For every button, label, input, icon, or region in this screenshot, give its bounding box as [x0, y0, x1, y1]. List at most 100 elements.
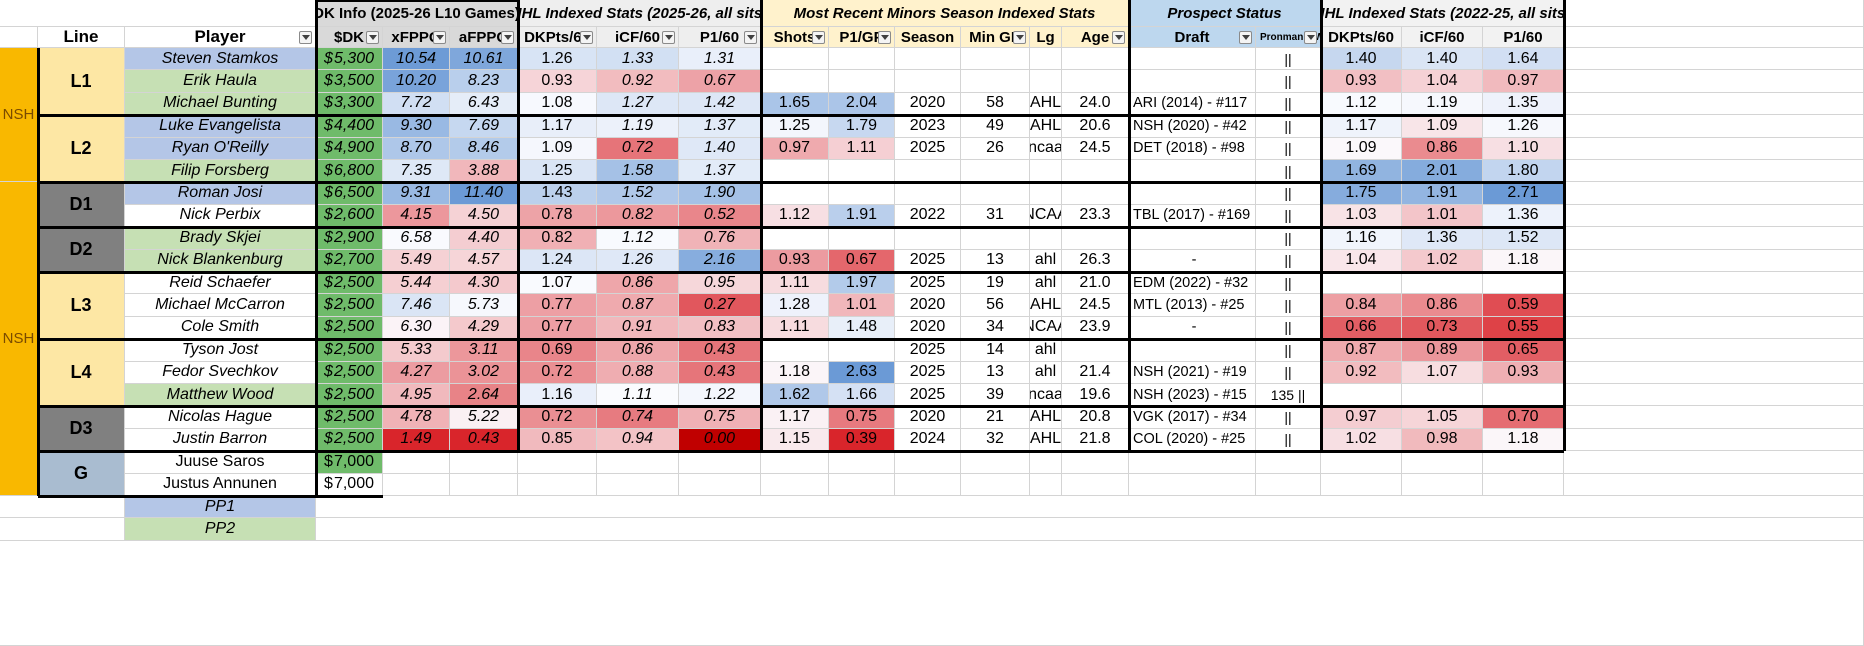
cell-h_dkpts60[interactable] — [1321, 384, 1402, 407]
cell-dkpts60[interactable]: 0.78 — [518, 204, 597, 228]
cell-lg[interactable]: ncaa — [1030, 137, 1062, 160]
cell-age[interactable] — [1062, 339, 1129, 362]
dk-salary[interactable]: $6,500 — [316, 182, 383, 205]
cell-p1gp[interactable]: 1.11 — [829, 137, 895, 160]
cell-shots[interactable] — [761, 339, 829, 362]
cell-h_p160[interactable] — [1483, 451, 1564, 474]
cell-pronman[interactable]: || — [1256, 204, 1321, 228]
cell-shots[interactable]: 1.25 — [761, 115, 829, 138]
cell-season[interactable] — [895, 227, 961, 250]
cell-p1gp[interactable] — [829, 227, 895, 250]
cell-xfppg[interactable]: 4.78 — [383, 406, 450, 429]
cell-p160[interactable]: 0.83 — [679, 316, 761, 340]
cell-season[interactable] — [895, 48, 961, 71]
cell-h_dkpts60[interactable]: 1.17 — [1321, 115, 1402, 138]
cell-season[interactable]: 2020 — [895, 406, 961, 429]
cell-age[interactable]: 23.3 — [1062, 204, 1129, 228]
cell-h_dkpts60[interactable]: 1.04 — [1321, 249, 1402, 272]
cell-season[interactable] — [895, 160, 961, 183]
column-header-afppg[interactable]: aFPPG — [450, 27, 518, 48]
player-name[interactable]: Juuse Saros — [125, 451, 316, 474]
cell-dkpts60[interactable]: 0.82 — [518, 227, 597, 250]
draft-filter-dropdown[interactable] — [1239, 31, 1252, 44]
cell-pronman[interactable]: || — [1256, 115, 1321, 138]
cell-afppg[interactable]: 4.30 — [450, 272, 518, 295]
cell-h_p160[interactable]: 2.71 — [1483, 182, 1564, 205]
cell-lg[interactable]: ahl — [1030, 339, 1062, 362]
cell-lg[interactable]: AHL — [1030, 406, 1062, 429]
cell-lg[interactable] — [1030, 473, 1062, 496]
cell-h_p160[interactable]: 0.70 — [1483, 406, 1564, 429]
cell-afppg[interactable]: 3.02 — [450, 361, 518, 384]
cell-p160[interactable] — [679, 473, 761, 496]
cell-p160[interactable]: 0.43 — [679, 361, 761, 384]
cell-dkpts60[interactable]: 1.08 — [518, 92, 597, 116]
cell-dkpts60[interactable]: 0.69 — [518, 339, 597, 362]
cell-h_dkpts60[interactable]: 1.69 — [1321, 160, 1402, 183]
age-filter-dropdown[interactable] — [1112, 31, 1125, 44]
cell-h_p160[interactable]: 1.80 — [1483, 160, 1564, 183]
player-name[interactable]: Tyson Jost — [125, 339, 316, 362]
cell-icf60[interactable]: 0.91 — [597, 316, 679, 340]
cell-h_icf60[interactable] — [1402, 473, 1483, 496]
cell-shots[interactable]: 1.28 — [761, 294, 829, 317]
dkpts60-filter-dropdown[interactable] — [580, 31, 593, 44]
cell-xfppg[interactable]: 8.70 — [383, 137, 450, 160]
cell-mingp[interactable] — [961, 227, 1030, 250]
cell-afppg[interactable]: 7.69 — [450, 115, 518, 138]
cell-xfppg[interactable]: 1.49 — [383, 428, 450, 452]
cell-xfppg[interactable]: 6.30 — [383, 316, 450, 340]
cell-h_p160[interactable] — [1483, 384, 1564, 407]
cell-p1gp[interactable]: 1.66 — [829, 384, 895, 407]
cell-mingp[interactable]: 21 — [961, 406, 1030, 429]
cell-draft[interactable]: EDM (2022) - #32 — [1129, 272, 1256, 295]
cell-p160[interactable]: 1.40 — [679, 137, 761, 160]
cell-lg[interactable]: NCAA — [1030, 316, 1062, 340]
cell-h_icf60[interactable] — [1402, 384, 1483, 407]
player-name[interactable]: Justus Annunen — [125, 473, 316, 496]
cell-draft[interactable]: NSH (2020) - #42 — [1129, 115, 1256, 138]
cell-age[interactable]: 26.3 — [1062, 249, 1129, 272]
cell-p1gp[interactable]: 1.79 — [829, 115, 895, 138]
cell-age[interactable]: 24.5 — [1062, 137, 1129, 160]
cell-draft[interactable] — [1129, 473, 1256, 496]
cell-xfppg[interactable]: 7.46 — [383, 294, 450, 317]
cell-pronman[interactable]: || — [1256, 160, 1321, 183]
dk-salary[interactable]: $2,500 — [316, 339, 383, 362]
cell-xfppg[interactable]: 10.54 — [383, 48, 450, 71]
cell-h_p160[interactable]: 1.52 — [1483, 227, 1564, 250]
cell-mingp[interactable]: 31 — [961, 204, 1030, 228]
cell-p160[interactable]: 1.22 — [679, 384, 761, 407]
cell-icf60[interactable]: 0.82 — [597, 204, 679, 228]
cell-mingp[interactable]: 19 — [961, 272, 1030, 295]
cell-season[interactable]: 2025 — [895, 272, 961, 295]
cell-dkpts60[interactable] — [518, 473, 597, 496]
cell-draft[interactable] — [1129, 339, 1256, 362]
cell-pronman[interactable]: || — [1256, 249, 1321, 272]
cell-dkpts60[interactable]: 1.07 — [518, 272, 597, 295]
cell-p1gp[interactable] — [829, 70, 895, 93]
cell-h_dkpts60[interactable]: 1.02 — [1321, 428, 1402, 452]
cell-p160[interactable]: 2.16 — [679, 249, 761, 272]
cell-lg[interactable]: ahl — [1030, 249, 1062, 272]
cell-h_p160[interactable]: 1.18 — [1483, 249, 1564, 272]
dk-salary[interactable]: $2,500 — [316, 272, 383, 295]
cell-h_icf60[interactable]: 1.07 — [1402, 361, 1483, 384]
cell-icf60[interactable]: 1.58 — [597, 160, 679, 183]
cell-h_p160[interactable]: 0.93 — [1483, 361, 1564, 384]
cell-afppg[interactable]: 11.40 — [450, 182, 518, 205]
player-name[interactable]: Fedor Svechkov — [125, 361, 316, 384]
cell-p160[interactable]: 0.95 — [679, 272, 761, 295]
cell-dkpts60[interactable]: 1.24 — [518, 249, 597, 272]
cell-lg[interactable] — [1030, 70, 1062, 93]
cell-h_icf60[interactable]: 1.36 — [1402, 227, 1483, 250]
cell-h_dkpts60[interactable]: 0.97 — [1321, 406, 1402, 429]
cell-h_icf60[interactable]: 2.01 — [1402, 160, 1483, 183]
cell-h_icf60[interactable]: 1.91 — [1402, 182, 1483, 205]
cell-afppg[interactable] — [450, 473, 518, 496]
dk-salary[interactable]: $2,500 — [316, 361, 383, 384]
cell-h_p160[interactable]: 1.26 — [1483, 115, 1564, 138]
cell-h_p160[interactable]: 0.97 — [1483, 70, 1564, 93]
dk-filter-dropdown[interactable] — [366, 31, 379, 44]
cell-h_icf60[interactable]: 1.09 — [1402, 115, 1483, 138]
